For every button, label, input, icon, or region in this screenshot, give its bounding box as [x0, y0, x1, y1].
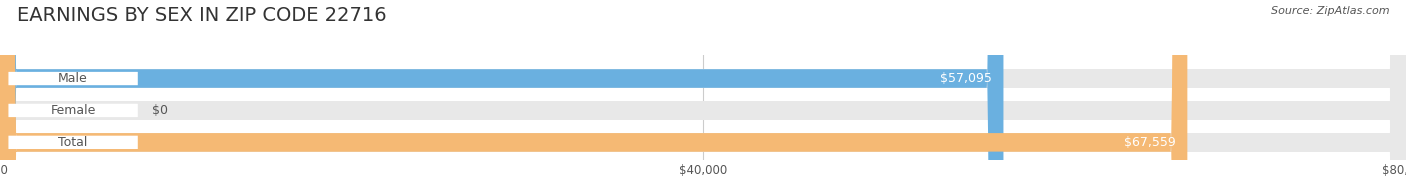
Text: Total: Total: [59, 136, 87, 149]
Bar: [0, 133, 1406, 152]
Text: EARNINGS BY SEX IN ZIP CODE 22716: EARNINGS BY SEX IN ZIP CODE 22716: [17, 6, 387, 25]
Text: $67,559: $67,559: [1125, 136, 1175, 149]
Text: $0: $0: [152, 104, 167, 117]
Bar: [0, 69, 1004, 88]
FancyBboxPatch shape: [8, 136, 138, 149]
Text: Male: Male: [58, 72, 89, 85]
Bar: [0, 69, 1406, 88]
FancyBboxPatch shape: [0, 0, 1004, 195]
Text: Female: Female: [51, 104, 96, 117]
FancyBboxPatch shape: [8, 104, 138, 117]
Text: Source: ZipAtlas.com: Source: ZipAtlas.com: [1271, 6, 1389, 16]
FancyBboxPatch shape: [8, 72, 138, 85]
FancyBboxPatch shape: [0, 0, 1187, 195]
Bar: [0, 101, 1406, 120]
Bar: [0, 133, 1187, 152]
Text: $57,095: $57,095: [941, 72, 993, 85]
